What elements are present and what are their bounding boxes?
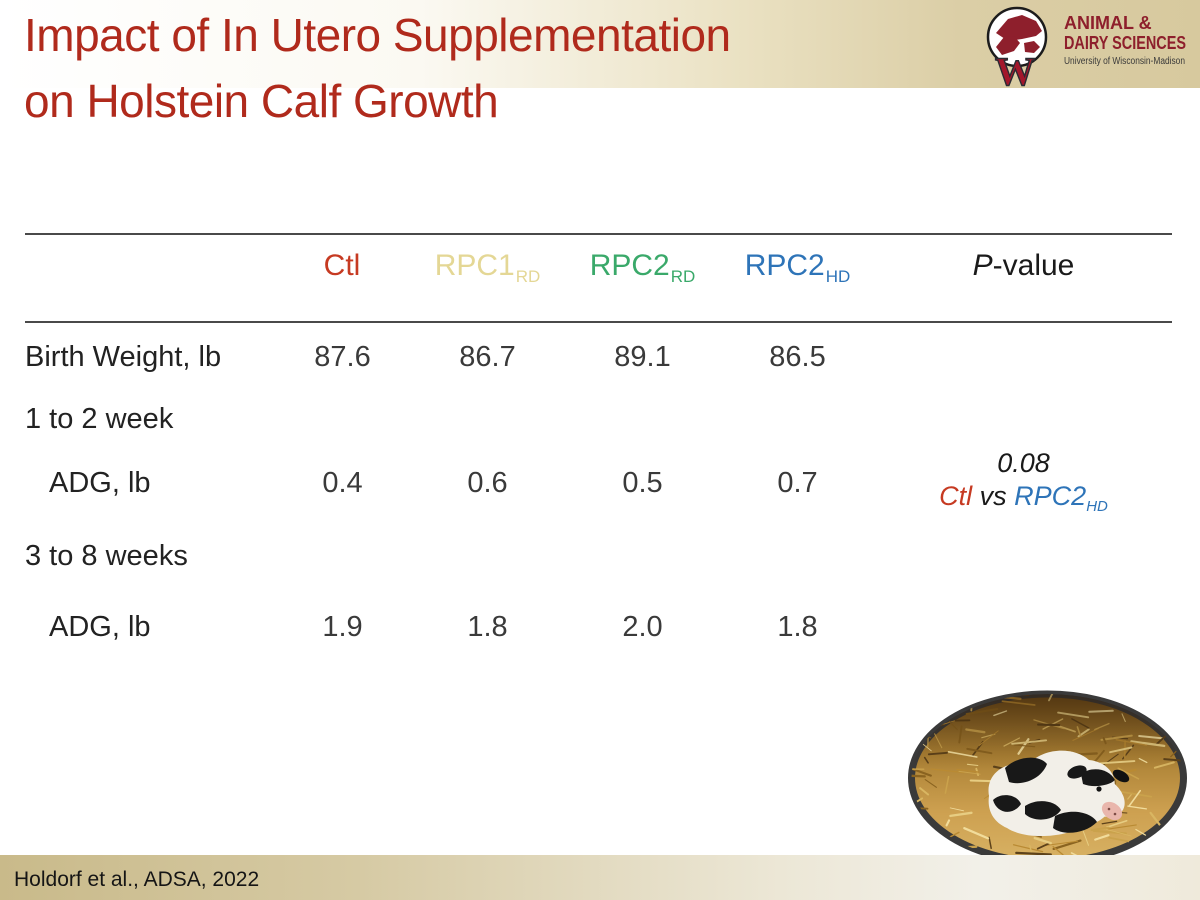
row-label: ADG, lb [49, 610, 151, 643]
table-row-adg-3to8: ADG, lb 1.9 1.8 2.0 1.8 [25, 592, 1172, 662]
birth-weight-ctl: 87.6 [314, 341, 371, 373]
table-header-row: Ctl RPC1RD RPC2RD RPC2HD P-value [25, 233, 1172, 323]
birth-weight-rpc1rd: 86.7 [459, 341, 516, 373]
header-pvalue-rest: -value [992, 249, 1075, 282]
row-label: ADG, lb [49, 467, 151, 499]
header-rpc2hd-label: RPC2 [744, 249, 825, 282]
header-rpc1rd: RPC1RD [410, 249, 565, 286]
birth-weight-rpc2rd: 89.1 [614, 341, 671, 373]
section-label: 3 to 8 weeks [25, 539, 188, 572]
header-rpc1rd-sub: RD [515, 267, 541, 286]
table-row-adg-1to2: ADG, lb 0.4 0.6 0.5 0.7 0.08 Ctl vs RPC2… [25, 447, 1172, 520]
table-row-section-3to8weeks: 3 to 8 weeks [25, 520, 1172, 592]
birth-weight-rpc2hd: 86.5 [769, 341, 826, 373]
calf-in-straw-image [908, 690, 1187, 866]
slide-title-line2: on Holstein Calf Growth [24, 75, 499, 127]
header-rpc2rd-sub: RD [670, 267, 696, 286]
contrast-rpc2: RPC2 [1014, 480, 1087, 511]
adg1-ctl: 0.4 [322, 467, 363, 499]
table-row-section-1to2week: 1 to 2 week [25, 392, 1172, 447]
uw-w-monogram: W [995, 49, 1035, 91]
section-label: 1 to 2 week [25, 403, 174, 435]
university-logo: W ANIMAL & DAIRY SCIENCES University of … [952, 3, 1192, 95]
slide-title-line1: Impact of In Utero Supplementation [24, 9, 731, 61]
header-ctl-label: Ctl [323, 249, 361, 282]
header-ctl: Ctl [275, 249, 410, 283]
adg2-rpc1rd: 1.8 [467, 610, 508, 643]
animal-dairy-sciences-logo-icon: W ANIMAL & DAIRY SCIENCES University of … [986, 6, 1186, 95]
header-rpc2rd-label: RPC2 [589, 249, 670, 282]
header-pvalue: P-value [875, 249, 1172, 283]
adg1-rpc1rd: 0.6 [467, 467, 508, 499]
adg1-rpc2hd: 0.7 [777, 467, 818, 499]
adg2-ctl: 1.9 [322, 610, 363, 643]
footer-bar [0, 855, 1200, 900]
header-rpc1rd-label: RPC1 [434, 249, 515, 282]
row-label: Birth Weight, lb [25, 341, 222, 373]
logo-text-dairy-sciences: DAIRY SCIENCES [1064, 33, 1186, 53]
adg1-rpc2rd: 0.5 [622, 467, 663, 499]
pvalue-number: 0.08 [997, 447, 1050, 478]
table-row-birth-weight: Birth Weight, lb 87.6 86.7 89.1 86.5 [25, 323, 1172, 392]
header-rpc2hd-sub: HD [825, 267, 851, 286]
contrast-rpc2-sub: HD [1086, 497, 1108, 515]
header-rpc2rd: RPC2RD [565, 249, 720, 286]
slide-title: Impact of In Utero Supplementation on Ho… [24, 2, 731, 134]
pvalue-contrast: Ctl vs RPC2HD [875, 480, 1172, 517]
adg1-pvalue-cell: 0.08 Ctl vs RPC2HD [875, 447, 1172, 517]
logo-text-animal: ANIMAL & [1064, 13, 1152, 33]
citation: Holdorf et al., ADSA, 2022 [14, 868, 260, 891]
adg2-rpc2hd: 1.8 [777, 610, 818, 643]
logo-text-university: University of Wisconsin-Madison [1064, 56, 1185, 67]
contrast-vs: vs [972, 480, 1015, 511]
header-pvalue-p: P [972, 249, 993, 282]
results-table: Ctl RPC1RD RPC2RD RPC2HD P-value Birth W… [25, 233, 1172, 662]
adg2-rpc2rd: 2.0 [622, 610, 663, 643]
header-rpc2hd: RPC2HD [720, 249, 875, 286]
calf-photo [905, 688, 1190, 868]
contrast-ctl: Ctl [939, 480, 973, 511]
